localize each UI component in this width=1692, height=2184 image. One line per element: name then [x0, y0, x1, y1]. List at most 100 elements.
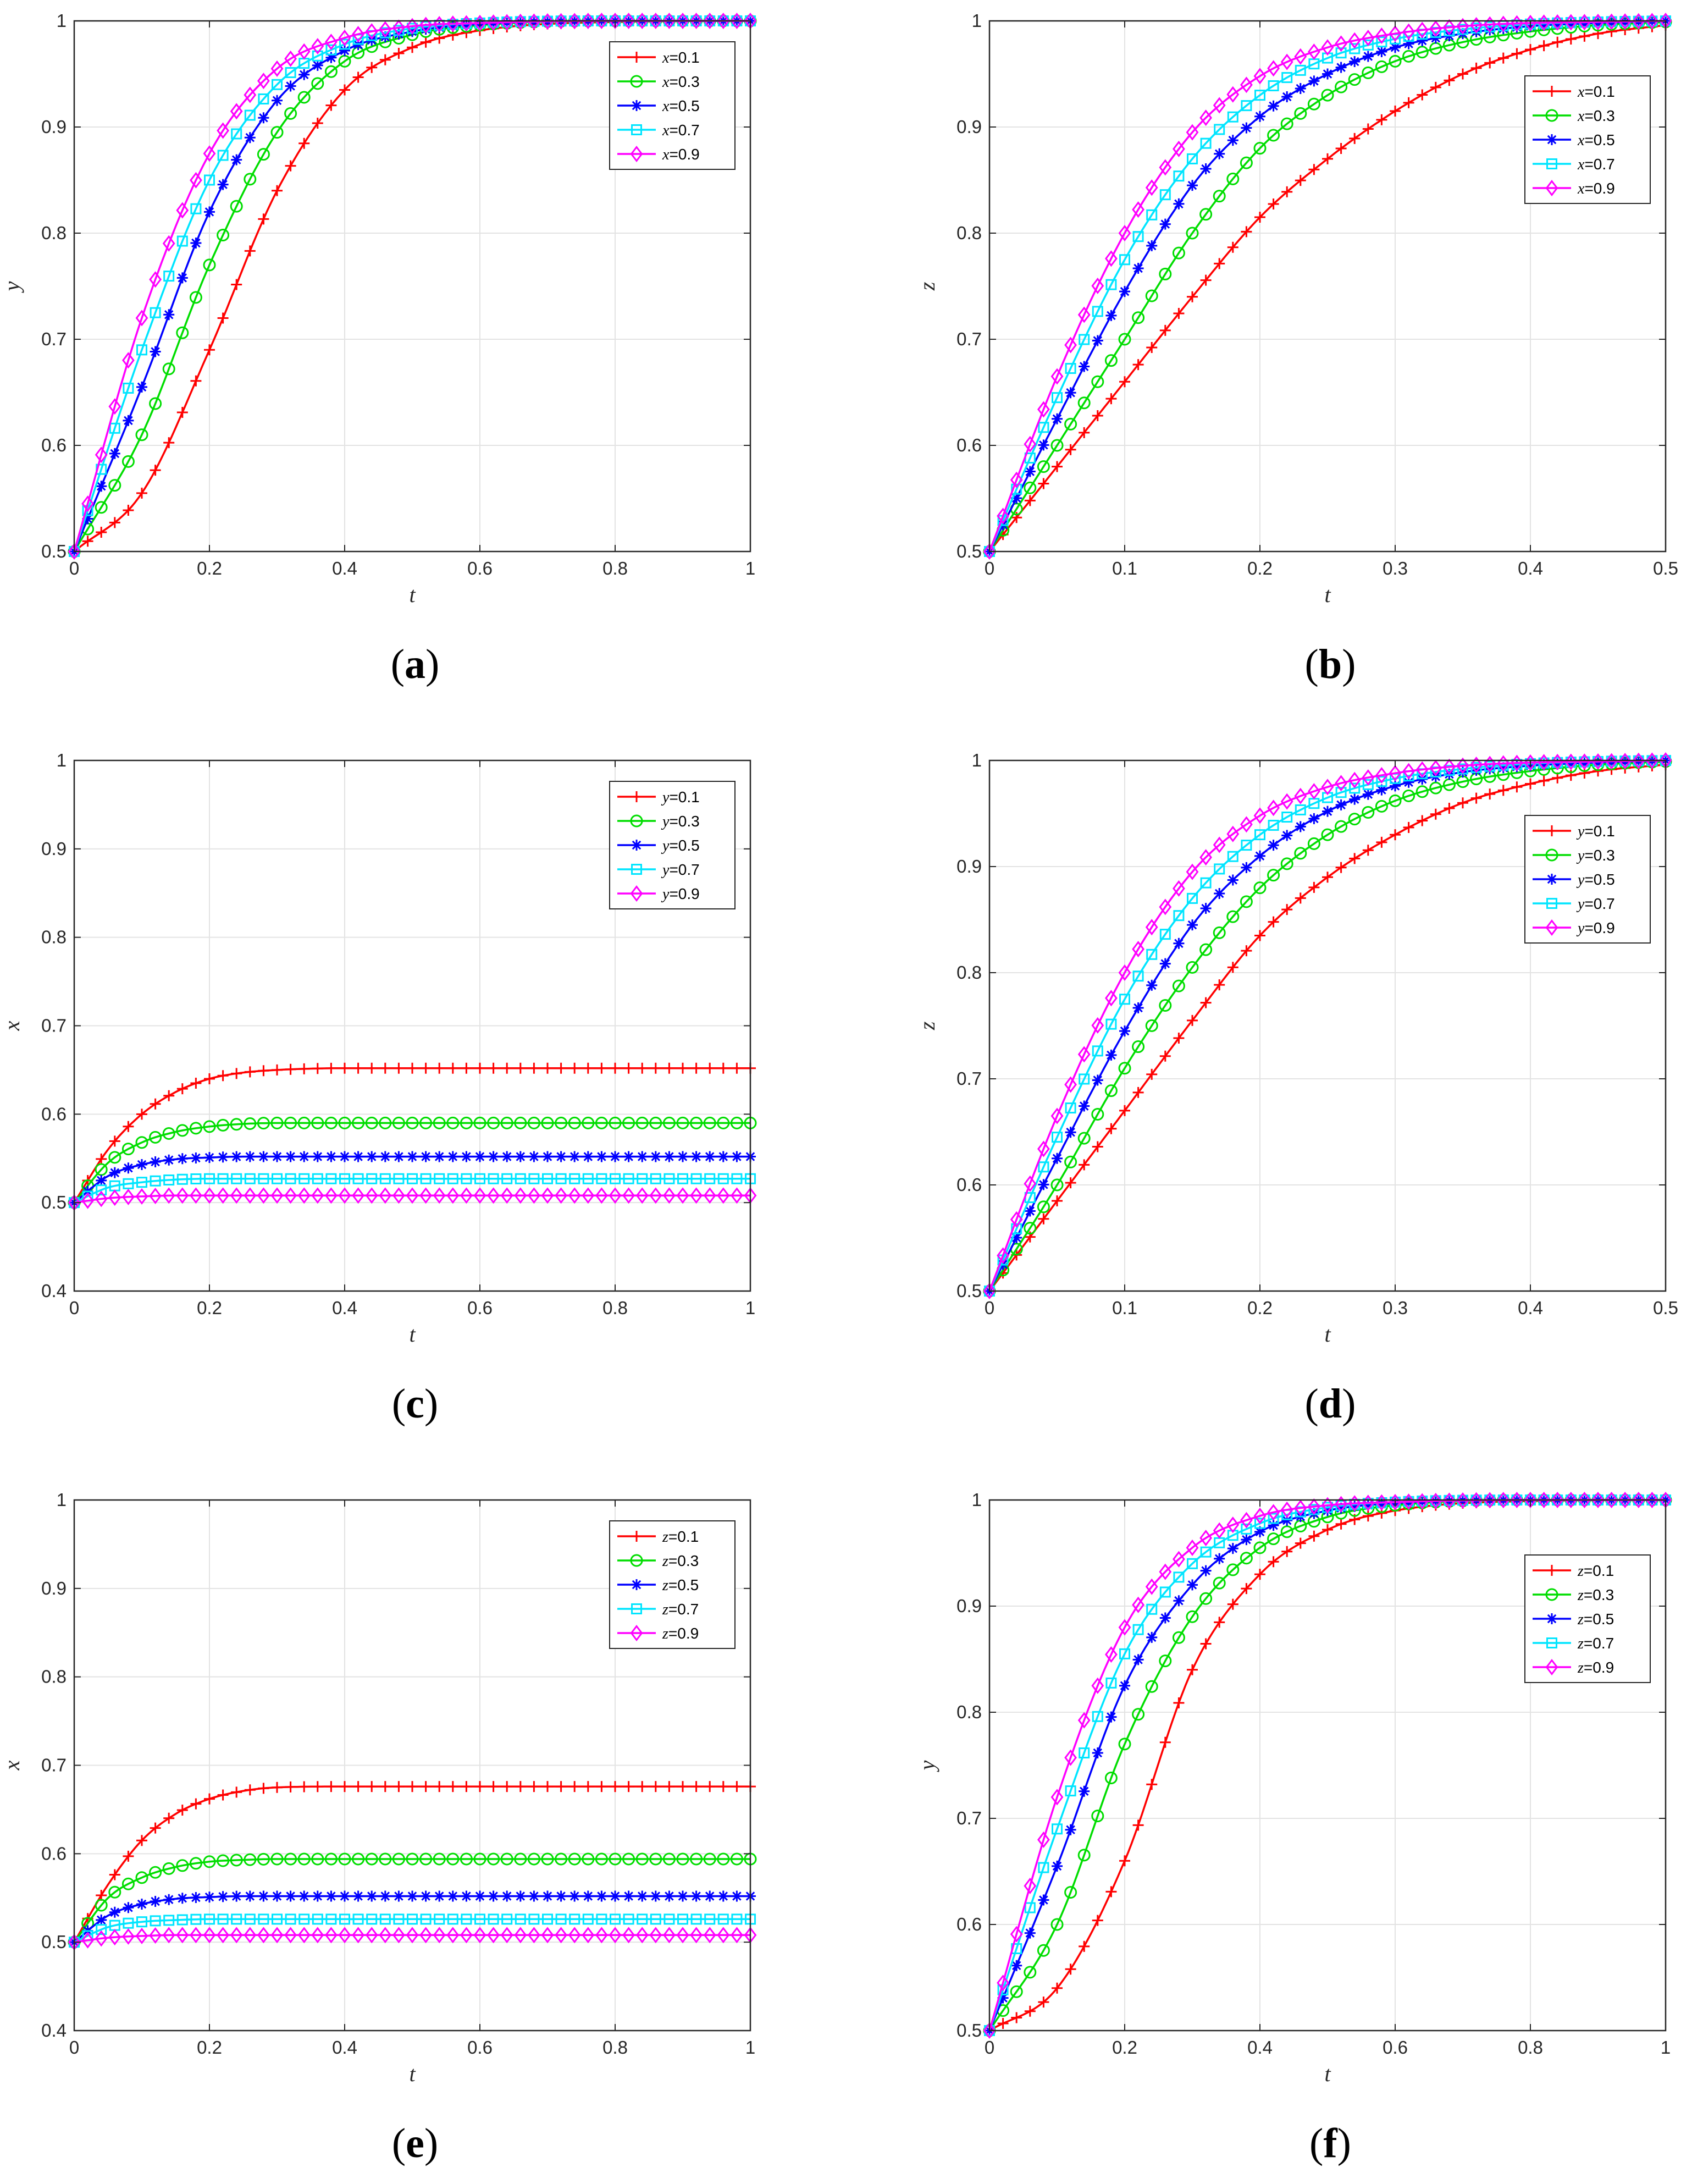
data-point: [163, 1154, 175, 1166]
data-point: [419, 1927, 432, 1944]
data-point: [623, 1913, 634, 1925]
y-tick-label: 0.8: [41, 1667, 67, 1687]
data-point: [1187, 1558, 1198, 1569]
data-point: [473, 1927, 486, 1944]
data-point: [176, 1153, 188, 1165]
data-point: [217, 150, 229, 161]
data-point: [1092, 410, 1103, 421]
legend-item: x=0.5: [617, 97, 700, 115]
data-point: [1280, 793, 1293, 810]
data-point: [1200, 163, 1212, 174]
data-point: [1065, 387, 1076, 399]
data-point: [555, 1187, 567, 1204]
data-point: [474, 1062, 485, 1074]
data-point: [623, 1151, 634, 1162]
data-point: [676, 1116, 689, 1129]
data-point: [270, 126, 284, 139]
data-point: [1268, 1513, 1279, 1524]
data-point: [123, 1902, 134, 1913]
data-point: [1119, 1025, 1130, 1037]
data-point: [1159, 159, 1172, 176]
data-point: [1403, 38, 1414, 49]
data-point: [622, 1927, 635, 1944]
data-point: [1308, 1498, 1320, 1515]
x-tick-label: 1: [745, 558, 755, 578]
data-point: [623, 1062, 634, 1074]
data-point: [149, 1130, 162, 1144]
data-point: [109, 1869, 120, 1880]
data-point: [324, 65, 338, 78]
data-point: [1457, 68, 1468, 80]
data-point: [407, 1151, 418, 1162]
data-point: [1172, 979, 1185, 992]
legend-label: x=0.5: [1577, 131, 1615, 149]
data-point: [1200, 1546, 1212, 1558]
data-point: [1349, 43, 1361, 54]
data-point: [312, 59, 323, 71]
data-point: [1091, 375, 1104, 388]
legend-marker: [630, 146, 643, 162]
data-point: [272, 1890, 283, 1902]
data-point: [176, 1187, 189, 1204]
y-axis-label: z: [915, 282, 939, 291]
data-point: [1050, 1178, 1064, 1192]
data-point: [135, 1927, 148, 1944]
data-point: [1335, 62, 1347, 73]
data-point: [1227, 1543, 1238, 1554]
data-point: [1187, 1014, 1198, 1026]
data-point: [1443, 758, 1456, 775]
data-point: [569, 1913, 580, 1925]
data-point: [1294, 787, 1307, 804]
data-point: [231, 1786, 242, 1798]
data-point: [1079, 334, 1090, 345]
data-point: [272, 95, 283, 106]
legend-item: y=0.3: [1533, 847, 1615, 864]
data-point: [528, 1927, 540, 1944]
data-point: [176, 1893, 188, 1904]
legend-label: x=0.7: [662, 122, 700, 139]
legend-value: =0.7: [669, 122, 699, 139]
data-point: [1295, 804, 1306, 815]
data-point: [1321, 39, 1334, 56]
data-point: [1118, 964, 1131, 981]
legend-item: x=0.3: [617, 73, 700, 91]
data-point: [1456, 757, 1469, 774]
data-point: [204, 344, 215, 356]
data-point: [1335, 799, 1347, 810]
data-point: [637, 1913, 648, 1925]
data-point: [1105, 1886, 1117, 1898]
data-point: [1186, 1610, 1199, 1623]
data-point: [1253, 1541, 1267, 1554]
data-point: [420, 36, 432, 48]
y-tick-label: 0.5: [41, 541, 67, 561]
data-point: [1241, 862, 1252, 873]
data-point: [136, 1108, 147, 1120]
data-point: [1280, 1525, 1293, 1538]
data-point: [663, 1781, 675, 1793]
data-point: [176, 1124, 189, 1137]
x-tick-label: 0.2: [197, 558, 222, 578]
data-point: [1375, 767, 1388, 784]
caption-close: ): [1342, 641, 1356, 687]
legend-item: z=0.5: [1533, 1611, 1614, 1628]
data-point: [1268, 819, 1279, 831]
data-point: [379, 1852, 392, 1866]
data-point: [352, 1852, 365, 1866]
y-tick-label: 0.9: [41, 1578, 67, 1598]
data-point: [1552, 19, 1563, 30]
panel-caption: (a): [391, 641, 440, 687]
data-point: [1552, 758, 1563, 770]
data-point: [1497, 755, 1510, 772]
data-point: [997, 1992, 1009, 2004]
data-point: [677, 1151, 688, 1162]
data-point: [1010, 1926, 1023, 1943]
data-point: [163, 1915, 175, 1926]
data-point: [1415, 46, 1429, 59]
data-point: [1079, 1940, 1090, 1952]
data-point: [1335, 862, 1347, 873]
data-point: [434, 1173, 445, 1184]
data-point: [1214, 258, 1225, 269]
data-point: [284, 1116, 297, 1129]
data-point: [555, 1116, 568, 1129]
